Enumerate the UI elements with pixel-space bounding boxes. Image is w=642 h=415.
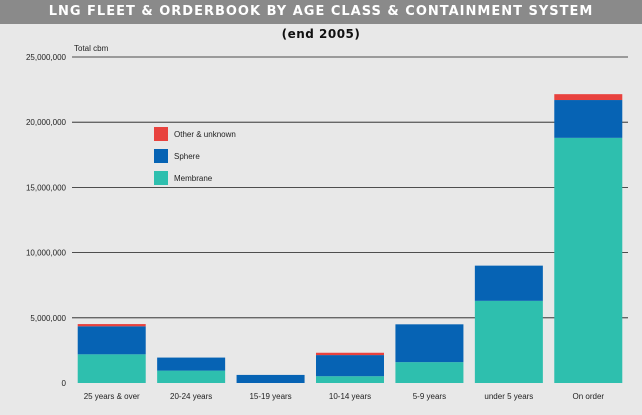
y-tick-label: 25,000,000: [26, 53, 67, 62]
y-axis-label: Total cbm: [74, 44, 109, 53]
bar-other-unknown: [316, 352, 384, 356]
legend-swatch: [154, 149, 168, 163]
y-tick-label: 0: [62, 379, 67, 388]
chart-title: LNG FLEET & ORDERBOOK BY AGE CLASS & CON…: [0, 0, 642, 24]
x-tick-label: under 5 years: [484, 392, 533, 401]
bar-sphere: [316, 355, 384, 377]
x-tick-label: 20-24 years: [170, 392, 212, 401]
bar-sphere: [236, 374, 305, 383]
bar-sphere: [157, 357, 226, 371]
bar-membrane: [77, 354, 146, 383]
bar-membrane: [474, 300, 543, 383]
y-tick-label: 5,000,000: [30, 314, 66, 323]
x-tick-label: 5-9 years: [413, 392, 446, 401]
bar-sphere: [554, 100, 623, 138]
bar-sphere: [395, 324, 464, 363]
x-tick-label: 10-14 years: [329, 392, 371, 401]
legend-label: Membrane: [174, 174, 213, 183]
legend-label: Sphere: [174, 152, 200, 161]
bar-sphere: [77, 326, 146, 355]
y-tick-label: 10,000,000: [26, 249, 67, 258]
y-tick-label: 15,000,000: [26, 183, 67, 192]
bar-sphere: [474, 265, 543, 301]
bar-other-unknown: [77, 324, 146, 327]
x-tick-label: 15-19 years: [249, 392, 291, 401]
bar-membrane: [316, 376, 384, 383]
bar-membrane: [554, 137, 623, 383]
y-tick-label: 20,000,000: [26, 118, 67, 127]
x-tick-label: 25 years & over: [84, 392, 140, 401]
bar-membrane: [157, 370, 226, 383]
x-tick-label: On order: [572, 392, 604, 401]
bar-other-unknown: [554, 94, 623, 101]
legend-label: Other & unknown: [174, 130, 236, 139]
legend-swatch: [154, 127, 168, 141]
chart-subtitle: (end 2005): [281, 27, 361, 41]
legend-swatch: [154, 171, 168, 185]
bar-membrane: [395, 362, 464, 383]
